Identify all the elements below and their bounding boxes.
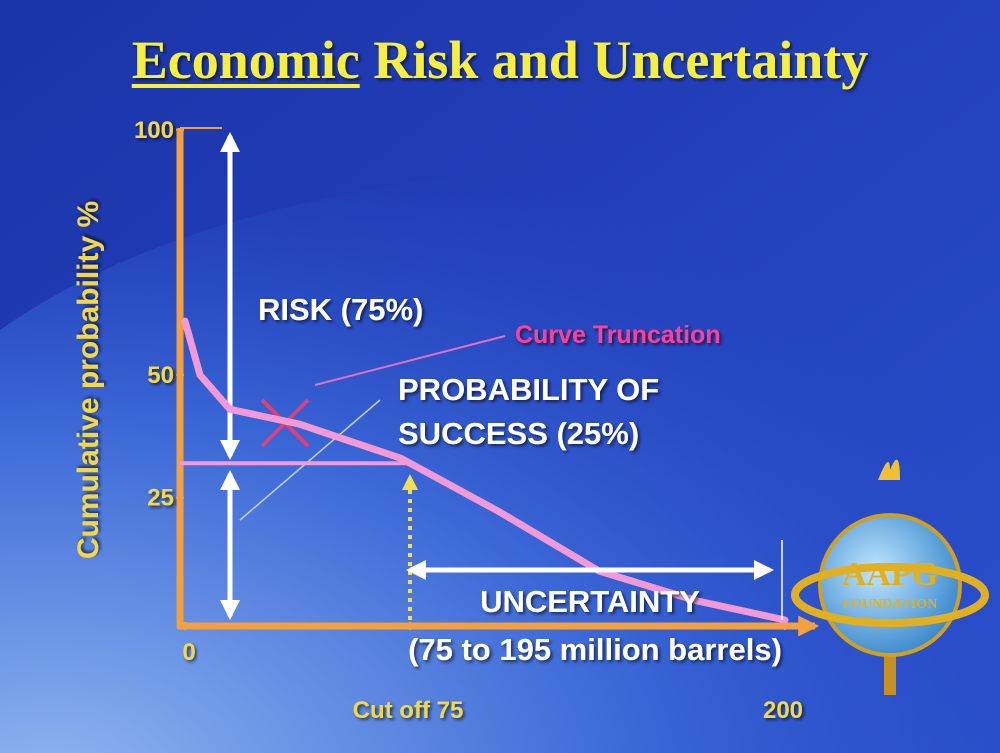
background-swoosh [0, 140, 1000, 753]
logo-text: FOUNDATION [843, 597, 938, 612]
y-tick-label: 100 [134, 117, 174, 144]
success-pointer [239, 399, 381, 521]
x-tick-label: Cut off 75 [353, 697, 464, 724]
truncation-label: Curve Truncation [515, 321, 721, 349]
title-rest: Risk and Uncertainty [360, 30, 869, 90]
x-tick-label: 200 [763, 697, 803, 724]
curve [181, 317, 789, 624]
truncation-pointer [314, 335, 506, 386]
y-axis-label: Cumulative probability % [72, 201, 105, 559]
title-underlined-word: Economic [132, 30, 360, 90]
y-tick-label: 50 [147, 362, 174, 389]
risk-label: RISK (75%) [258, 292, 423, 327]
y-tick-label: 25 [147, 485, 174, 512]
x-tick-label: 0 [182, 639, 195, 666]
logo-text: AAPG [842, 556, 938, 593]
logo: AAPG FOUNDATION [791, 459, 989, 695]
success-label: SUCCESS (25%) [398, 416, 639, 451]
uncertainty-range-label: (75 to 195 million barrels) [408, 632, 782, 667]
plot: 25 50 100 0 Cut off 75 200 [134, 117, 803, 724]
success-label: PROBABILITY OF [398, 372, 659, 407]
uncertainty-label: UNCERTAINTY [480, 584, 700, 619]
slide-title: Economic Risk and Uncertainty [132, 30, 869, 90]
